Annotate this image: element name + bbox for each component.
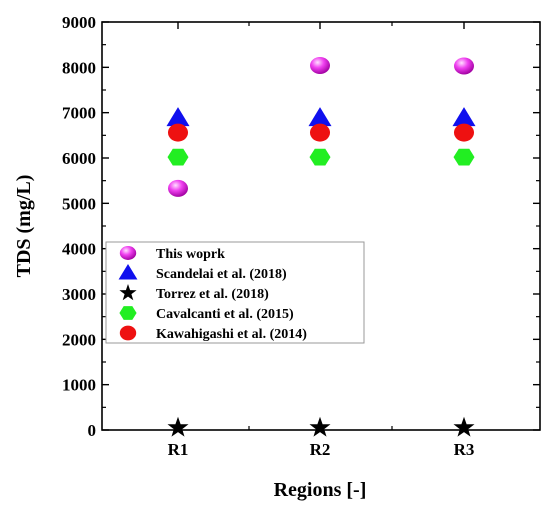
data-point-circle [310,123,330,142]
legend-label: Cavalcanti et al. (2015) [156,307,294,322]
x-axis-title: Regions [-] [274,479,367,501]
x-tick-label: R2 [310,440,331,459]
data-point-sphere [310,57,330,75]
legend-label: This woprk [156,247,225,262]
legend-label: Scandelai et al. (2018) [156,267,287,282]
plot-frame [101,21,541,431]
data-point-star [167,416,189,437]
data-point-triangle [166,107,190,127]
y-tick-label: 8000 [62,58,96,77]
y-tick-label: 2000 [62,330,96,349]
x-tick-label: R3 [454,440,475,459]
data-point-circle [168,123,188,142]
y-tick-label: 5000 [62,194,96,213]
legend-label: Torrez et al. (2018) [156,287,269,302]
y-tick-label: 7000 [62,104,96,123]
legend-marker-sphere [119,246,137,260]
legend-marker-hexagon [119,306,137,320]
y-axis-title: TDS (mg/L) [13,175,35,278]
data-point-hexagon [309,148,331,166]
legend-box [105,241,365,344]
data-point-hexagon [453,148,475,166]
legend-marker-star [119,284,137,301]
data-point-circle [454,123,474,142]
data-point-star [309,416,331,437]
data-point-triangle [452,107,476,127]
legend-label: Kawahigashi et al. (2014) [156,327,307,342]
y-tick-label: 1000 [62,376,96,395]
data-point-hexagon [167,148,189,166]
x-tick-label: R1 [168,440,189,459]
legend-marker-circle [119,325,137,341]
y-tick-label: 6000 [62,149,96,168]
data-point-triangle [308,107,332,127]
legend-marker-triangle [118,263,138,280]
y-tick-label: 3000 [62,285,96,304]
data-point-star [453,416,475,437]
y-tick-label: 4000 [62,240,96,259]
data-point-sphere [454,57,474,75]
data-point-sphere [168,179,188,197]
y-tick-label: 9000 [62,13,96,32]
y-tick-label: 0 [88,421,97,440]
